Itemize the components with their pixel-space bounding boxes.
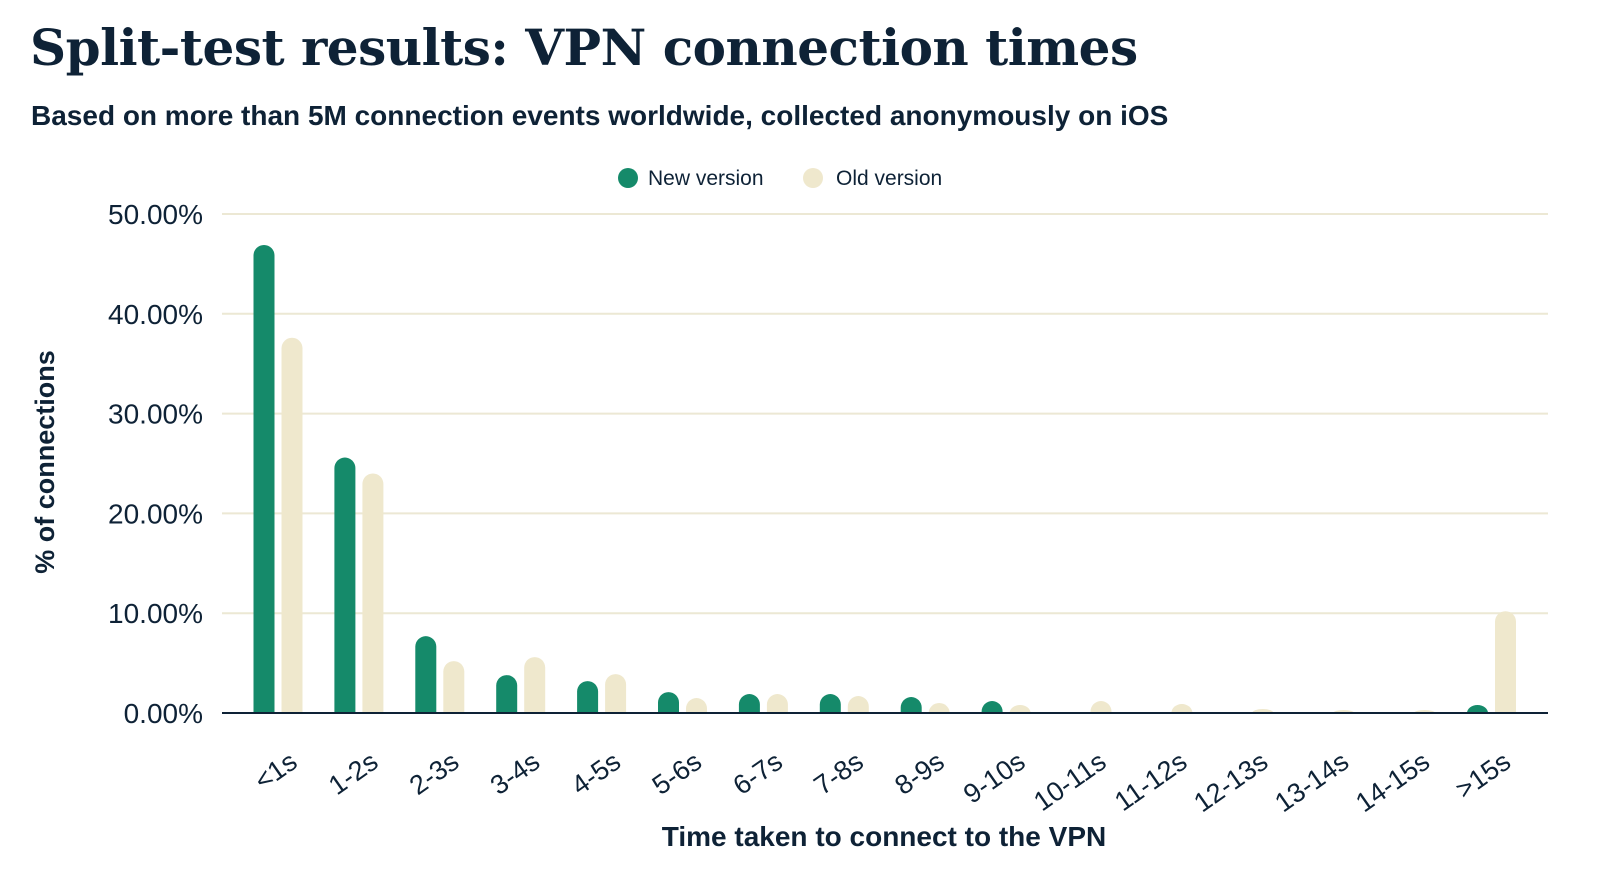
bar-new-version <box>738 694 760 713</box>
bar-new-version <box>981 701 1003 713</box>
legend: New version Old version <box>618 167 942 190</box>
x-tick-label: 2-3s <box>404 746 464 801</box>
bar-new-version <box>253 244 275 714</box>
x-tick-label: 8-9s <box>889 746 949 801</box>
x-tick-label: 1-2s <box>323 746 383 801</box>
bar-new-version <box>658 692 679 713</box>
y-tick-label: 20.00% <box>108 498 203 529</box>
bar-old-version <box>443 661 465 713</box>
x-tick-label: 9-10s <box>958 746 1031 809</box>
legend-new-version-swatch <box>618 168 638 188</box>
bar-new-version <box>496 675 518 713</box>
bar-new-version <box>819 694 841 713</box>
chart-subtitle: Based on more than 5M connection events … <box>31 100 1169 131</box>
x-axis-label: Time taken to connect to the VPN <box>662 821 1106 852</box>
y-axis-label: % of connections <box>30 350 60 574</box>
legend-new-version-label: New version <box>648 167 764 190</box>
bar-new-version <box>334 457 356 713</box>
y-tick-label: 0.00% <box>124 698 203 729</box>
bar-old-version <box>766 694 788 713</box>
x-tick-label: 4-5s <box>566 746 626 801</box>
legend-old-version-swatch <box>803 168 823 188</box>
y-tick-label: 30.00% <box>108 399 203 430</box>
x-tick-label: 12-13s <box>1188 746 1273 818</box>
bar-old-version <box>847 696 869 713</box>
bar-old-version <box>1009 705 1031 713</box>
chart-title: Split-test results: VPN connection times <box>30 18 1138 77</box>
y-axis-ticks: 0.00% 10.00% 20.00% 30.00% 40.00% 50.00% <box>108 199 203 729</box>
gridlines <box>222 213 1548 615</box>
x-tick-label: 13-14s <box>1269 746 1354 818</box>
bar-old-version <box>928 703 950 713</box>
bars <box>253 244 1516 714</box>
bar-new-version <box>1467 705 1488 713</box>
y-tick-label: 50.00% <box>108 199 203 230</box>
y-tick-label: 40.00% <box>108 299 203 330</box>
legend-old-version-label: Old version <box>836 167 942 190</box>
x-tick-label: 6-7s <box>728 746 788 801</box>
x-tick-label: 3-4s <box>485 746 545 801</box>
bar-new-version <box>577 681 599 713</box>
x-tick-label: 5-6s <box>647 746 707 801</box>
bar-new-version <box>900 697 922 713</box>
bar-old-version <box>686 698 707 713</box>
x-tick-label: >15s <box>1450 746 1516 805</box>
x-tick-label: 7-8s <box>809 746 869 801</box>
x-axis-ticks: <1s 1-2s 2-3s 3-4s 4-5s 5-6s 6-7s 7-8s 8-9s 9-10s… <box>249 746 1516 818</box>
bar-old-version <box>524 657 546 713</box>
bar-old-version <box>1090 701 1112 713</box>
y-tick-label: 10.00% <box>108 598 203 629</box>
bar-old-version <box>1171 704 1193 713</box>
x-tick-label: 11-12s <box>1109 746 1192 817</box>
bar-old-version <box>362 473 384 713</box>
bar-old-version <box>1495 611 1516 713</box>
bar-old-version <box>605 674 627 713</box>
bar-old-version <box>281 337 303 713</box>
bar-new-version <box>415 636 437 713</box>
x-tick-label: 10-11s <box>1028 746 1111 817</box>
x-tick-label: <1s <box>249 746 302 796</box>
x-tick-label: 14-15s <box>1350 746 1435 818</box>
